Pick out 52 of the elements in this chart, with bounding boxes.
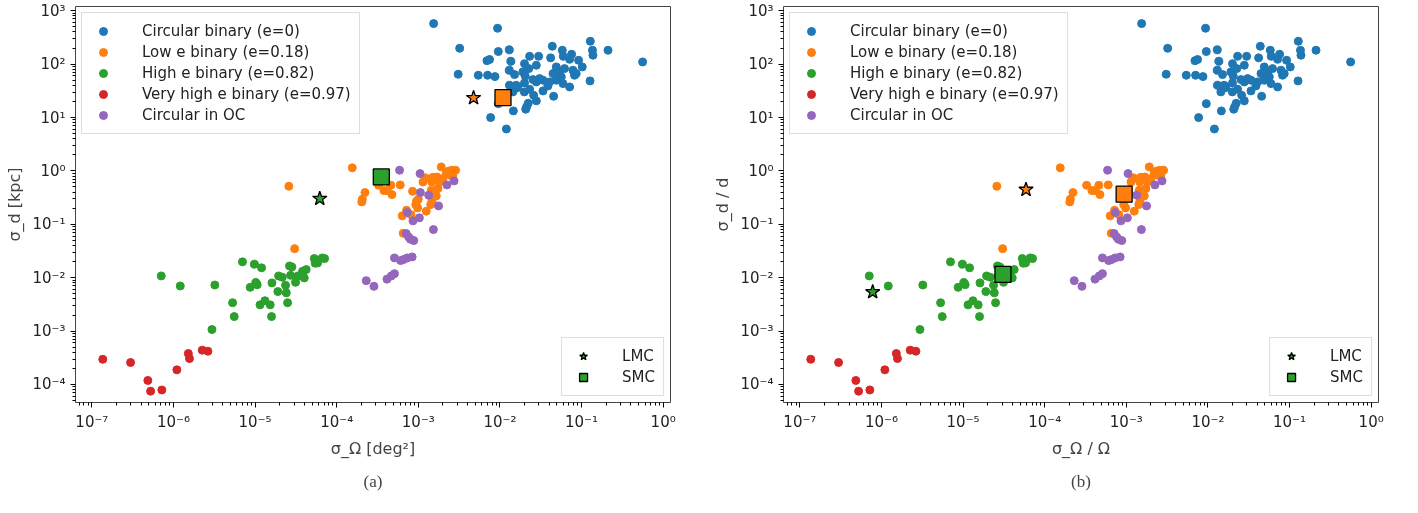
legend-label: SMC	[1330, 368, 1363, 386]
x-tick-label: 10⁻²	[483, 412, 517, 431]
legend-label: Circular binary (e=0)	[142, 22, 300, 40]
legend-label: Circular in OC	[850, 106, 954, 124]
legend-label: Circular binary (e=0)	[850, 22, 1008, 40]
x-tick-label: 10⁰	[650, 412, 676, 431]
x-tick-label: 10⁻⁴	[1028, 412, 1062, 431]
legend-label: SMC	[622, 368, 655, 386]
y-axis-title: σ_d [kpc]	[5, 167, 26, 242]
x-tick-label: 10⁻⁴	[320, 412, 354, 431]
legend-label: LMC	[622, 347, 654, 365]
x-tick-label: 10⁻¹	[565, 412, 599, 431]
y-tick-label: 10¹	[40, 108, 66, 127]
text: (a)	[363, 471, 383, 491]
x-tick-label: 10⁻³	[401, 412, 435, 431]
legend-label: Very high e binary (e=0.97)	[850, 85, 1059, 103]
x-tick-label: 10⁻³	[1109, 412, 1143, 431]
y-tick-label: 10²	[748, 55, 774, 74]
y-tick-label: 10⁰	[40, 161, 66, 180]
y-tick-label: 10⁻³	[740, 322, 774, 341]
y-tick-label: 10⁻¹	[32, 215, 66, 234]
x-tick-label: 10⁰	[1358, 412, 1384, 431]
legend-label: Low e binary (e=0.18)	[142, 43, 310, 61]
x-tick-label: 10⁻⁵	[238, 412, 272, 431]
y-tick-label: 10⁻³	[32, 322, 66, 341]
y-tick-label: 10⁰	[748, 161, 774, 180]
x-tick-label: 10⁻⁷	[783, 412, 817, 431]
x-tick-label: 10⁻⁵	[946, 412, 980, 431]
y-tick-label: 10³	[748, 1, 774, 20]
text: (b)	[1071, 471, 1091, 491]
legend-label: Circular in OC	[142, 106, 246, 124]
x-tick-label: 10⁻²	[1191, 412, 1225, 431]
legend-label: High e binary (e=0.82)	[142, 64, 315, 82]
y-axis-title: σ_d / d	[713, 177, 734, 232]
y-tick-label: 10⁻²	[740, 268, 774, 287]
y-tick-label: 10¹	[748, 108, 774, 127]
x-axis-title: σ_Ω [deg²]	[330, 438, 416, 459]
x-tick-label: 10⁻⁶	[156, 412, 191, 431]
legend-label: Low e binary (e=0.18)	[850, 43, 1018, 61]
x-axis-title: σ_Ω / Ω	[1051, 438, 1111, 459]
y-tick-label: 10⁻⁴	[32, 375, 66, 394]
y-tick-label: 10⁻²	[32, 268, 66, 287]
y-tick-label: 10⁻⁴	[740, 375, 774, 394]
x-tick-label: 10⁻⁶	[864, 412, 899, 431]
y-tick-label: 10³	[40, 1, 66, 20]
legend-label: LMC	[1330, 347, 1362, 365]
y-tick-label: 10²	[40, 55, 66, 74]
x-tick-label: 10⁻⁷	[75, 412, 109, 431]
legend-label: Very high e binary (e=0.97)	[142, 85, 351, 103]
x-tick-label: 10⁻¹	[1273, 412, 1307, 431]
legend-label: High e binary (e=0.82)	[850, 64, 1023, 82]
y-tick-label: 10⁻¹	[740, 215, 774, 234]
